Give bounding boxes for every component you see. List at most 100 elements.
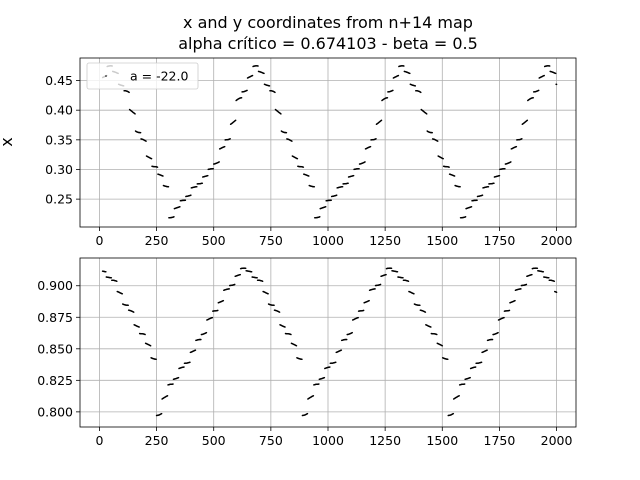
- top-data-point: [499, 175, 501, 177]
- top-data-point: [556, 84, 558, 86]
- top-data-point: [448, 166, 450, 168]
- bottom-data-point: [408, 280, 410, 282]
- top-data-point: [330, 199, 332, 201]
- bottom-data-point: [447, 358, 449, 360]
- bottom-data-point: [245, 268, 247, 270]
- bottom-data-point: [368, 300, 370, 302]
- bottom-data-point: [531, 274, 533, 276]
- top-data-point: [145, 140, 147, 142]
- bottom-data-point: [391, 268, 393, 270]
- bottom-x-tick-label: 250: [145, 433, 169, 448]
- bottom-data-point: [335, 361, 337, 363]
- top-data-point: [409, 73, 411, 75]
- bottom-data-point: [492, 339, 494, 341]
- bottom-data-point: [430, 326, 432, 328]
- top-data-point: [269, 85, 271, 87]
- legend-marker: [105, 75, 107, 77]
- top-data-point: [286, 132, 288, 134]
- bottom-data-point: [554, 280, 556, 282]
- figure-title-line-1: x and y coordinates from n+14 map: [183, 13, 473, 32]
- top-data-point: [431, 132, 433, 134]
- bottom-data-point: [144, 334, 146, 336]
- bottom-y-tick-label: 0.875: [37, 310, 73, 325]
- bottom-data-point: [556, 292, 558, 294]
- bottom-data-point: [374, 288, 376, 290]
- top-data-point: [387, 97, 389, 99]
- bottom-y-tick-label: 0.900: [37, 278, 73, 293]
- top-data-point: [280, 113, 282, 115]
- bottom-data-point: [514, 300, 516, 302]
- bottom-data-point: [537, 268, 539, 270]
- bottom-x-tick-label: 500: [202, 433, 226, 448]
- top-x-tick-label: 1250: [369, 233, 401, 248]
- bottom-data-point: [543, 271, 545, 273]
- top-data-point: [403, 65, 405, 67]
- bottom-data-point: [503, 317, 505, 319]
- bottom-data-point: [458, 395, 460, 397]
- bottom-data-point: [526, 284, 528, 286]
- bottom-data-point: [548, 277, 550, 279]
- top-data-point: [229, 138, 231, 140]
- bottom-data-point: [520, 288, 522, 290]
- bottom-data-point: [223, 300, 225, 302]
- top-panel: 0 250 500 750 1000 1250 1500 1750 2000 0.250.300…: [0, 58, 576, 248]
- top-data-point: [246, 90, 248, 92]
- bottom-data-point: [380, 284, 382, 286]
- top-data-point: [263, 73, 265, 75]
- top-data-point: [297, 158, 299, 160]
- bottom-data-point: [206, 332, 208, 334]
- bottom-data-point: [486, 349, 488, 351]
- bottom-data-point: [273, 304, 275, 306]
- top-data-point: [415, 85, 417, 87]
- top-x-tick-label: 1000: [312, 233, 344, 248]
- bottom-data-point: [413, 293, 415, 295]
- top-data-point: [398, 75, 400, 77]
- bottom-data-point: [464, 383, 466, 385]
- bottom-data-point: [217, 310, 219, 312]
- bottom-data-point: [419, 304, 421, 306]
- top-data-point: [185, 199, 187, 201]
- top-x-tick-label: 1750: [484, 233, 516, 248]
- bottom-y-tick-label: 0.850: [37, 341, 73, 356]
- top-y-tick-label: 0.45: [45, 73, 73, 88]
- bottom-data-point: [397, 271, 399, 273]
- top-data-point: [308, 175, 310, 177]
- top-data-point: [516, 146, 518, 148]
- top-data-point: [207, 175, 209, 177]
- bottom-data-point: [357, 317, 359, 319]
- top-data-point: [488, 186, 490, 188]
- top-data-point: [510, 161, 512, 163]
- top-data-point: [213, 168, 215, 170]
- bottom-data-point: [279, 311, 281, 313]
- bottom-y-tick-label: 0.825: [37, 373, 73, 388]
- top-data-point: [459, 186, 461, 188]
- bottom-data-point: [105, 271, 107, 273]
- bottom-data-point: [436, 334, 438, 336]
- bottom-data-point: [442, 345, 444, 347]
- legend: a = -22.0: [87, 63, 198, 89]
- top-y-tick-label: 0.30: [45, 162, 73, 177]
- top-data-point: [190, 194, 192, 196]
- top-data-point: [319, 216, 321, 218]
- bottom-data-point: [313, 395, 315, 397]
- top-data-point: [527, 119, 529, 121]
- top-data-point: [151, 158, 153, 160]
- top-data-point: [482, 194, 484, 196]
- top-data-point: [465, 216, 467, 218]
- bottom-data-point: [133, 311, 135, 313]
- bottom-data-point: [111, 277, 113, 279]
- top-data-point: [157, 166, 159, 168]
- top-data-point: [252, 75, 254, 77]
- bottom-data-point: [385, 274, 387, 276]
- top-data-point: [235, 119, 237, 121]
- top-data-point: [347, 182, 349, 184]
- top-data-point: [241, 97, 243, 99]
- top-data-point: [162, 175, 164, 177]
- top-data-point: [476, 199, 478, 201]
- top-data-point: [218, 161, 220, 163]
- bottom-data-point: [307, 413, 309, 415]
- bottom-data-point: [161, 413, 163, 415]
- bottom-data-point: [351, 332, 353, 334]
- top-data-point: [325, 206, 327, 208]
- top-data-point: [549, 65, 551, 67]
